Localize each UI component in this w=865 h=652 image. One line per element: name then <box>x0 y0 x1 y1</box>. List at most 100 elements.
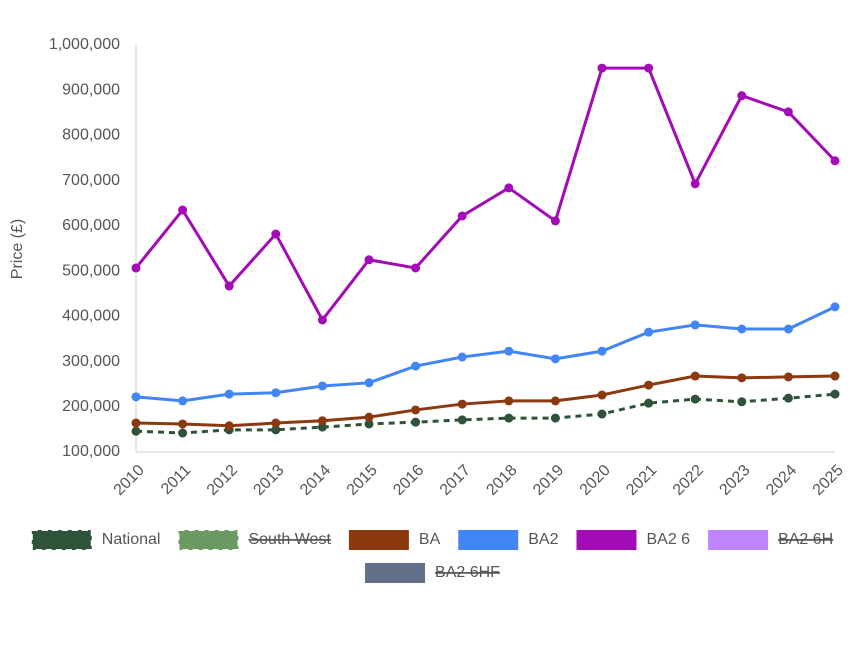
x-tick-label: 2019 <box>530 462 567 499</box>
x-tick-label: 2025 <box>810 462 847 499</box>
y-tick-label: 400,000 <box>62 308 120 325</box>
data-point <box>830 302 840 312</box>
x-tick-label: 2013 <box>250 462 287 499</box>
data-point <box>317 315 327 325</box>
legend-swatch <box>458 530 519 550</box>
data-point <box>271 388 281 398</box>
legend-item[interactable]: BA <box>348 530 441 550</box>
data-point <box>737 324 747 334</box>
data-point <box>830 389 840 399</box>
y-tick-label: 300,000 <box>62 353 120 370</box>
legend-swatch <box>348 530 409 550</box>
data-point <box>737 373 747 383</box>
legend-item[interactable]: BA2 6 <box>576 530 690 550</box>
data-point <box>131 263 141 273</box>
legend-label: BA2 <box>528 531 558 548</box>
data-point <box>737 91 747 101</box>
data-point <box>504 346 514 356</box>
x-tick-label: 2012 <box>204 462 241 499</box>
y-tick-label: 500,000 <box>62 262 120 279</box>
y-tick-label: 800,000 <box>62 127 120 144</box>
legend-swatch <box>30 529 93 551</box>
data-point <box>690 371 700 381</box>
data-point <box>457 415 467 425</box>
data-point <box>783 372 793 382</box>
data-point <box>690 179 700 189</box>
data-point <box>550 354 560 364</box>
data-point <box>597 409 607 419</box>
x-tick-label: 2014 <box>297 462 334 499</box>
data-point <box>178 205 188 215</box>
data-point <box>690 320 700 330</box>
y-tick-label: 100,000 <box>62 443 120 460</box>
data-point <box>597 63 607 73</box>
x-tick-label: 2018 <box>483 462 520 499</box>
data-point <box>224 421 234 431</box>
data-point <box>504 183 514 193</box>
series-line <box>134 66 837 323</box>
data-point <box>317 416 327 426</box>
data-point <box>131 392 141 402</box>
data-point <box>644 398 654 408</box>
y-tick-label: 700,000 <box>62 172 120 189</box>
data-point <box>550 396 560 406</box>
data-point <box>597 390 607 400</box>
data-point <box>224 281 234 291</box>
legend-swatch <box>708 530 769 550</box>
data-point <box>550 216 560 226</box>
series-line <box>135 305 836 403</box>
data-point <box>411 417 421 427</box>
data-point <box>783 324 793 334</box>
legend-item[interactable]: BA2 <box>458 530 559 550</box>
legend-item[interactable]: National <box>30 529 161 551</box>
data-point <box>131 418 141 428</box>
data-point <box>131 426 141 436</box>
data-point <box>364 378 374 388</box>
data-point <box>830 371 840 381</box>
data-point <box>178 396 188 406</box>
y-tick-label: 1,000,000 <box>49 36 120 53</box>
legend-label: BA2 6 <box>646 531 690 548</box>
data-point <box>644 63 654 73</box>
data-point <box>178 419 188 429</box>
data-point <box>690 394 700 404</box>
x-tick-label: 2022 <box>670 462 707 499</box>
legend-swatch <box>365 563 426 583</box>
x-tick-label: 2016 <box>390 462 427 499</box>
y-axis-label: Price (£) <box>9 219 26 279</box>
data-point <box>271 418 281 428</box>
data-point <box>550 413 560 423</box>
data-point <box>364 419 374 429</box>
data-point <box>783 107 793 117</box>
data-point <box>737 397 747 407</box>
data-point <box>178 428 188 438</box>
data-point <box>783 393 793 403</box>
legend-swatch <box>576 530 637 550</box>
data-point <box>317 381 327 391</box>
legend-item[interactable]: BA2 6HF <box>365 563 500 583</box>
data-point <box>644 380 654 390</box>
data-point <box>364 412 374 422</box>
legend-item[interactable]: BA2 6H <box>708 530 834 550</box>
data-point <box>597 346 607 356</box>
x-tick-label: 2010 <box>111 462 148 499</box>
data-point <box>411 405 421 415</box>
data-point <box>504 396 514 406</box>
data-point <box>830 156 840 166</box>
x-tick-label: 2023 <box>716 462 753 499</box>
series-line <box>135 374 836 428</box>
x-tick-label: 2011 <box>158 462 194 498</box>
legend-label: BA <box>419 531 441 548</box>
x-tick-label: 2017 <box>437 462 474 499</box>
data-point <box>411 263 421 273</box>
data-point <box>271 425 281 435</box>
data-point <box>457 211 467 221</box>
series-line <box>135 392 836 435</box>
legend-item[interactable]: South West <box>177 529 331 551</box>
data-point <box>457 399 467 409</box>
data-point <box>271 229 281 239</box>
data-point <box>457 352 467 362</box>
legend-label: National <box>102 531 161 548</box>
